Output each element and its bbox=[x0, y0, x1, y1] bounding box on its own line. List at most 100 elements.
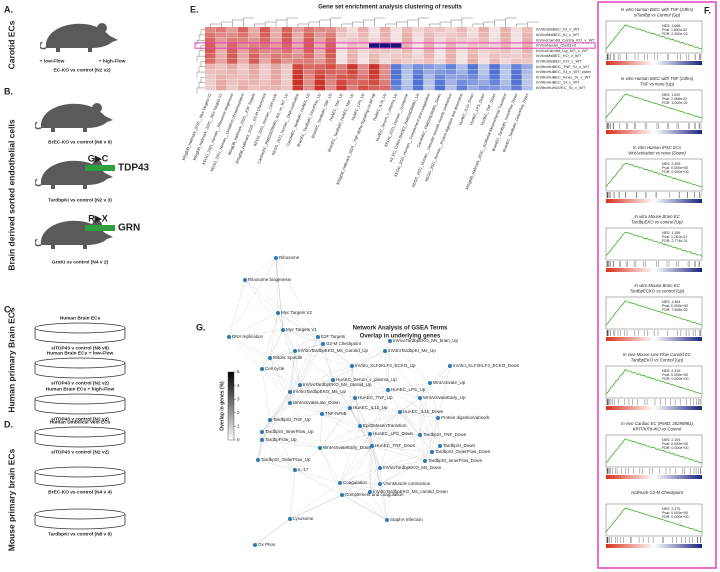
heat-cell bbox=[303, 37, 315, 43]
heat-cell bbox=[369, 74, 380, 80]
heat-cell bbox=[314, 64, 325, 70]
edge bbox=[299, 384, 323, 415]
heat-cell bbox=[489, 74, 500, 80]
dendrogram bbox=[385, 23, 397, 27]
edge bbox=[431, 417, 439, 453]
heat-cell bbox=[303, 42, 315, 48]
heat-cell bbox=[215, 64, 227, 70]
heat-cell bbox=[467, 64, 479, 70]
edge bbox=[254, 518, 291, 546]
heat-cell bbox=[489, 85, 500, 91]
heat-cell bbox=[314, 85, 325, 91]
heat-cell bbox=[379, 85, 391, 91]
heat-cell bbox=[303, 32, 315, 38]
heat-cell bbox=[237, 53, 249, 59]
heat-cell bbox=[314, 37, 325, 43]
gsea-plots: In vitro Human BrEC with TNF (24hrs)siTa… bbox=[605, 7, 703, 548]
stat: NES: 2.259 bbox=[662, 162, 680, 166]
group-title: Human Brain ECs + high-Flow bbox=[46, 386, 115, 392]
edge bbox=[349, 389, 389, 409]
edge bbox=[321, 407, 351, 415]
heat-cell bbox=[358, 74, 369, 80]
stat: FDR: 0.000e+00 bbox=[662, 515, 688, 519]
plot-title: TardbpECKO vs control (Up) bbox=[630, 289, 685, 294]
edge bbox=[299, 336, 319, 386]
edge bbox=[289, 343, 324, 393]
edge bbox=[282, 329, 296, 352]
edge bbox=[369, 433, 421, 436]
row-label: InVivoCarotid_Contra_KO_v_WT bbox=[536, 37, 595, 42]
node-label: HuAEC_Serum_v_plasma_Up bbox=[336, 377, 397, 382]
plot-title: WntActivation vs none (Down) bbox=[628, 151, 686, 156]
edge bbox=[294, 343, 324, 352]
heat-cell bbox=[358, 53, 369, 59]
colorbar-tick-label: 0 bbox=[237, 437, 240, 442]
edge bbox=[289, 350, 296, 404]
plot-title: Hallmark G2-M Checkpoint bbox=[631, 490, 683, 495]
node bbox=[430, 450, 434, 454]
edge bbox=[289, 402, 321, 449]
node bbox=[293, 349, 297, 353]
stat: Pval: 0.000e+00 bbox=[662, 511, 688, 515]
heat-cell bbox=[522, 32, 533, 38]
heat-cell bbox=[226, 42, 238, 48]
edge bbox=[341, 445, 373, 496]
edge bbox=[369, 433, 381, 485]
heat-cell bbox=[434, 64, 446, 70]
stat: FDR: 7.896e-02 bbox=[662, 308, 688, 312]
edge bbox=[349, 407, 361, 427]
condition: + low-Flow bbox=[40, 58, 65, 64]
edge bbox=[261, 329, 284, 370]
node-label: WntActivateLate_Down bbox=[293, 400, 340, 405]
heat-cell bbox=[347, 74, 358, 80]
edge bbox=[379, 411, 401, 469]
edge bbox=[424, 417, 439, 462]
heat-cell bbox=[423, 53, 435, 59]
row-label: InVivoMsBEC_KO_v_WT bbox=[536, 53, 582, 58]
edge bbox=[371, 445, 381, 485]
heat-cell bbox=[226, 64, 238, 70]
heat-cell bbox=[259, 48, 271, 54]
heat-cell bbox=[379, 32, 391, 38]
edge bbox=[349, 407, 371, 435]
heat-cell bbox=[314, 74, 325, 80]
heat-cell bbox=[215, 85, 227, 91]
node bbox=[243, 278, 247, 282]
heat-cell bbox=[522, 48, 533, 54]
heat-cell bbox=[259, 74, 271, 80]
side-label: Brain derived sorted endothelial cells bbox=[6, 119, 16, 270]
edge bbox=[339, 425, 361, 484]
heat-cell bbox=[379, 80, 391, 85]
heat-cell bbox=[281, 32, 293, 38]
edge bbox=[399, 411, 421, 436]
heat-cell bbox=[522, 64, 533, 70]
node bbox=[260, 367, 264, 371]
heat-cell bbox=[259, 32, 271, 38]
dendrogram bbox=[374, 17, 386, 27]
node-label: Ribosome biogenesis bbox=[248, 277, 292, 282]
gene-bar bbox=[85, 165, 115, 171]
heat-cell bbox=[303, 80, 315, 85]
heat-cell bbox=[259, 64, 271, 70]
heat-cell bbox=[511, 37, 522, 43]
network: Ribosome Ribosome biogenesis Myc Targets V… bbox=[219, 255, 519, 547]
gene: GRN bbox=[118, 223, 140, 234]
heat-cell bbox=[489, 32, 500, 38]
dendrogram bbox=[341, 23, 353, 27]
dendrogram bbox=[428, 23, 441, 27]
heat-cell bbox=[390, 58, 402, 64]
heat-cell bbox=[445, 74, 457, 80]
dish-top bbox=[34, 393, 126, 405]
heat-cell bbox=[489, 53, 500, 59]
heat-cell bbox=[248, 32, 260, 38]
edge bbox=[257, 431, 263, 461]
edge bbox=[321, 379, 334, 415]
heat-cell bbox=[358, 64, 369, 70]
edge bbox=[261, 368, 291, 404]
edge bbox=[419, 397, 433, 453]
heat-cell bbox=[467, 53, 479, 59]
heat-cell bbox=[237, 27, 249, 32]
heat-cell bbox=[358, 69, 369, 75]
heat-cell bbox=[423, 74, 435, 80]
edge bbox=[321, 397, 356, 415]
